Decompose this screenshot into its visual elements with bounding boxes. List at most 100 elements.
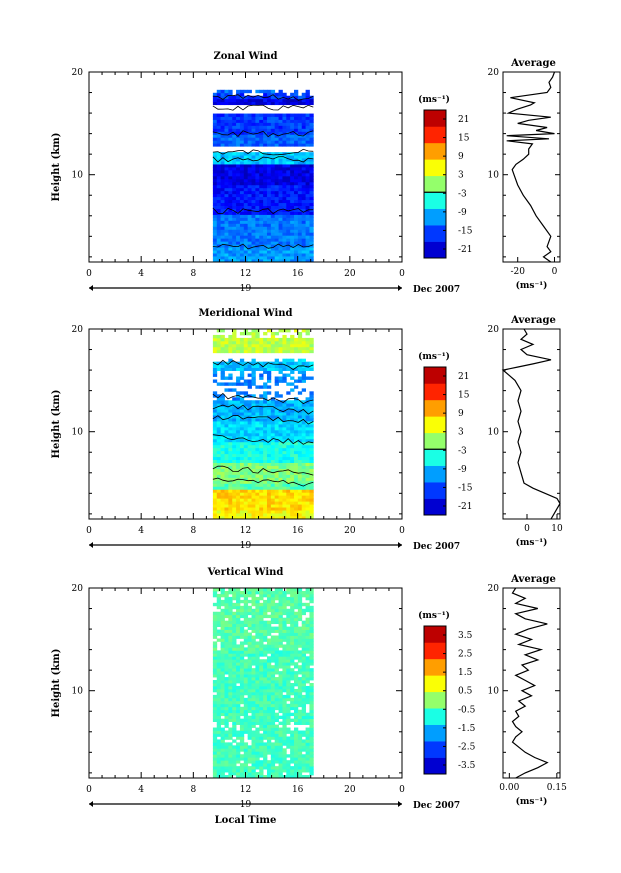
heatmap-cell (266, 450, 272, 455)
heatmap-cell (228, 164, 233, 168)
heatmap-cell (305, 152, 310, 156)
heatmap-cell (286, 158, 291, 162)
heatmap-cell (278, 379, 283, 383)
heatmap-cell (216, 208, 222, 212)
heatmap-cell (243, 202, 249, 206)
heatmap-cell (220, 140, 225, 144)
heatmap-cell (247, 605, 252, 610)
heatmap-cell (232, 435, 237, 440)
heatmap-cell (232, 340, 237, 345)
contour-line (212, 465, 314, 476)
heatmap-cell (286, 140, 291, 144)
heatmap-cell (294, 193, 299, 198)
heatmap-cell (282, 465, 287, 469)
contour-line (212, 392, 314, 405)
heatmap-cell (270, 477, 276, 481)
heatmap-cell (232, 677, 237, 681)
heatmap-cell (286, 164, 291, 168)
heatmap-cell (232, 620, 237, 625)
heatmap-cell (282, 665, 287, 669)
heatmap-cell (243, 697, 249, 702)
heatmap-cell (274, 235, 279, 239)
heatmap-cell (243, 232, 249, 236)
heatmap-cell (220, 471, 225, 475)
heatmap-cell (251, 498, 256, 502)
heatmap-cell (228, 516, 233, 520)
heatmap-cell (228, 196, 233, 201)
heatmap-cell (255, 137, 260, 141)
heatmap-cell (251, 611, 256, 616)
heatmap-cell (274, 343, 279, 348)
heatmap-cell (301, 137, 306, 141)
heatmap-cell (301, 164, 306, 168)
heatmap-cell (282, 122, 287, 126)
heatmap-cell (274, 337, 279, 342)
heatmap-cell (270, 742, 276, 746)
heatmap-cell (220, 489, 225, 493)
heatmap-cell (228, 653, 233, 657)
heatmap-cell (274, 432, 279, 437)
heatmap-cell (228, 376, 233, 380)
heatmap-cell (239, 644, 245, 648)
heatmap-cell (301, 694, 306, 699)
heatmap-cell (239, 441, 245, 446)
heatmap-cell (270, 712, 276, 717)
heatmap-cell (278, 483, 283, 487)
heatmap-cell (290, 143, 295, 147)
heatmap-cell (228, 92, 233, 97)
heatmap-cell (263, 432, 268, 437)
heatmap-cell (232, 140, 237, 144)
heatmap-cell (239, 382, 245, 386)
heatmap-cell (263, 187, 268, 192)
heatmap-cell (224, 501, 229, 505)
heatmap-cell (224, 632, 229, 636)
heatmap-cell (228, 211, 233, 215)
heatmap-cell (220, 614, 225, 619)
heatmap-cell (236, 175, 241, 180)
heatmap-cell (286, 343, 291, 348)
heatmap-cell (286, 721, 291, 725)
heatmap-cell (270, 89, 276, 94)
heatmap-cell (220, 101, 225, 106)
heatmap-cell (294, 259, 299, 263)
heatmap-cell (251, 441, 256, 446)
heatmap-cell (228, 334, 233, 339)
heatmap-cell (274, 229, 279, 233)
heatmap-cell (274, 671, 279, 675)
heatmap-cell (294, 346, 299, 351)
heatmap-cell (286, 444, 291, 449)
heatmap-cell (251, 98, 256, 103)
heatmap-cell (212, 590, 218, 595)
heatmap-cell (236, 507, 241, 511)
heatmap-cell (212, 346, 218, 351)
heatmap-cell (232, 501, 237, 505)
heatmap-cell (282, 760, 287, 764)
heatmap-cell (224, 712, 229, 717)
heatmap-cell (266, 614, 272, 619)
heatmap-cell (294, 650, 299, 654)
heatmap-cell (294, 691, 299, 696)
heatmap-cell (309, 498, 314, 502)
heatmap-cell (294, 748, 299, 752)
heatmap-cell (251, 435, 256, 440)
heatmap-cell (255, 754, 260, 758)
heatmap-cell (212, 754, 218, 758)
heatmap-cell (243, 134, 249, 138)
heatmap-cell (247, 733, 252, 737)
heatmap-cell (243, 137, 249, 141)
heatmap-cell (212, 602, 218, 607)
heatmap-cell (251, 202, 256, 206)
heatmap-cell (255, 205, 260, 209)
heatmap-cell (263, 250, 268, 254)
heatmap-cell (282, 181, 287, 186)
heatmap-cell (224, 403, 229, 407)
heatmap-cell (290, 736, 295, 740)
heatmap-cell (309, 694, 314, 699)
heatmap-cell (239, 456, 245, 461)
heatmap-cell (266, 456, 272, 461)
heatmap-cell (266, 495, 272, 499)
heatmap-cell (239, 429, 245, 434)
heatmap-cell (266, 492, 272, 496)
heatmap-cell (290, 703, 295, 708)
heatmap-cell (259, 653, 264, 657)
